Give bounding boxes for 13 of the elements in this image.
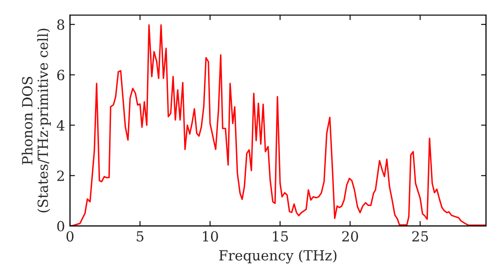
x-axis-title: Frequency (THz) — [219, 250, 336, 264]
y-tick-label: 4 — [56, 120, 64, 130]
y-tick-label: 6 — [57, 70, 64, 80]
y-tick-label: 8 — [57, 19, 64, 30]
x-tick-label: 0 — [66, 231, 74, 242]
y-axis-title: Phonon DOS (States/THz·primitive cell) — [22, 28, 51, 212]
y-tick-label: 0 — [57, 220, 64, 232]
x-tick-label: 5 — [136, 231, 144, 242]
y-tick-label: 2 — [57, 170, 64, 181]
x-tick-label: 25 — [412, 231, 428, 242]
x-tick-label: 20 — [342, 231, 358, 242]
x-tick-label: 10 — [202, 231, 218, 242]
x-tick-label: 15 — [272, 231, 288, 242]
